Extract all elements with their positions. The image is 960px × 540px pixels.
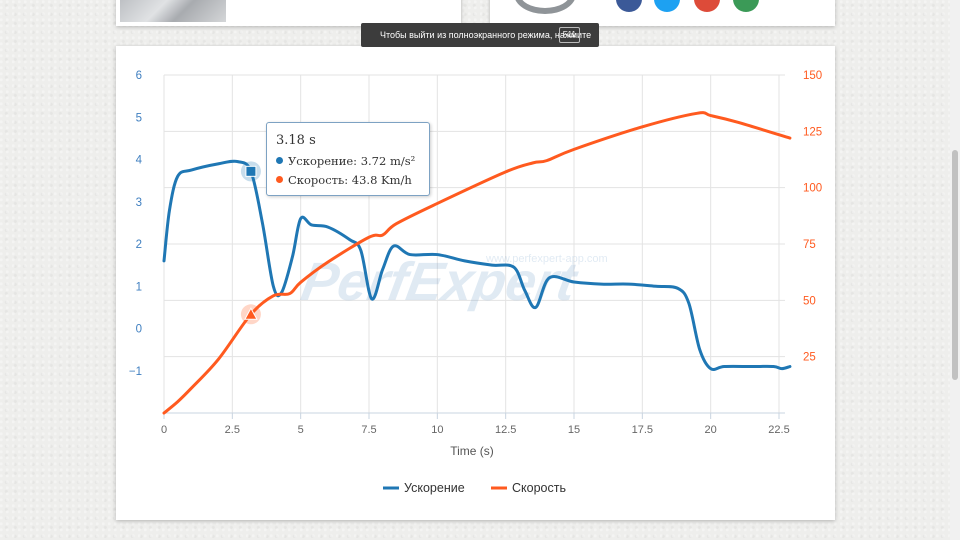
chart-card [116, 46, 835, 520]
series-layer [162, 111, 792, 415]
y-right-tick-label: 50 [803, 295, 816, 307]
tooltip-row-acceleration: Ускорение: 3.72 m/s² [276, 154, 415, 168]
legend-label: Ускорение [404, 481, 465, 495]
tooltip-speed-value: 43.8 Km/h [351, 173, 412, 187]
thumbnail-image[interactable] [120, 0, 226, 22]
x-tick-label: 20 [705, 424, 717, 436]
speed-dot-icon [276, 176, 283, 183]
acceleration-dot-icon [276, 157, 283, 164]
chart-tooltip: 3.18 s Ускорение: 3.72 m/s² Скорость: 43… [266, 122, 430, 196]
x-tick-label: 22.5 [768, 424, 789, 436]
tooltip-title: 3.18 s [276, 133, 316, 148]
fullscreen-notice: Чтобы выйти из полноэкранного режима, на… [361, 23, 599, 47]
watermark: www.perfexpert-app.com PerfExpert [297, 251, 608, 312]
y-right-tick-label: 25 [803, 352, 816, 364]
tooltip-acceleration-name: Ускорение [288, 154, 354, 168]
twitter-icon[interactable] [654, 0, 680, 12]
y-right-tick-label: 150 [803, 70, 822, 82]
x-tick-label: 15 [568, 424, 580, 436]
y-left-tick-label: 6 [136, 70, 142, 82]
hover-markers [240, 161, 261, 325]
x-tick-label: 7.5 [361, 424, 376, 436]
acceleration-marker [245, 165, 257, 177]
y-right-tick-label: 125 [803, 126, 822, 138]
legend-item-acceleration[interactable]: Ускорение [383, 481, 465, 495]
legend-item-speed[interactable]: Скорость [491, 481, 566, 495]
x-tick-label: 2.5 [225, 424, 240, 436]
y-left-tick-label: 5 [136, 112, 142, 124]
x-tick-label: 10 [431, 424, 443, 436]
y-left-tick-label: 3 [136, 197, 142, 209]
google-plus-icon[interactable] [694, 0, 720, 12]
chart-grid [163, 74, 785, 413]
legend-label: Скорость [512, 481, 566, 495]
y-left-tick-label: 2 [136, 239, 142, 251]
watermark-logo: PerfExpert [297, 251, 583, 312]
x-tick-label: 0 [161, 424, 167, 436]
scrollbar-thumb[interactable] [952, 150, 958, 380]
y-left-tick-label: −1 [129, 366, 142, 378]
acceleration-series-line [162, 159, 792, 372]
watermark-url: www.perfexpert-app.com [485, 253, 608, 265]
y-right-tick-label: 100 [803, 183, 822, 195]
tooltip-speed-name: Скорость [288, 173, 345, 187]
x-tick-label: 17.5 [632, 424, 653, 436]
page-scrollbar[interactable] [950, 0, 960, 540]
y-left-tick-label: 0 [136, 324, 142, 336]
tooltip-row-speed: Скорость: 43.8 Km/h [276, 173, 412, 187]
x-axis-title: Time (s) [450, 444, 494, 458]
mail-icon[interactable] [733, 0, 759, 12]
fullscreen-notice-text: Чтобы выйти из полноэкранного режима, на… [380, 30, 592, 40]
tooltip-acceleration-value: 3.72 m/s² [360, 154, 416, 168]
chart-legend: Ускорение Скорость [383, 481, 566, 495]
top-left-card [116, 0, 461, 26]
speed-series-line [162, 111, 792, 415]
speed-marker [244, 307, 258, 320]
chart-axes: 0 2.5 5 7.5 10 12.5 15 17.5 20 22.515012510075502… [129, 70, 822, 436]
y-left-tick-label: 1 [136, 281, 142, 293]
top-right-card [490, 0, 835, 26]
facebook-icon[interactable] [616, 0, 642, 12]
y-left-tick-label: 4 [136, 155, 143, 167]
f11-key-badge: F11 [558, 27, 580, 43]
x-tick-label: 12.5 [495, 424, 516, 436]
x-tick-label: 5 [298, 424, 304, 436]
y-right-tick-label: 75 [803, 239, 816, 251]
